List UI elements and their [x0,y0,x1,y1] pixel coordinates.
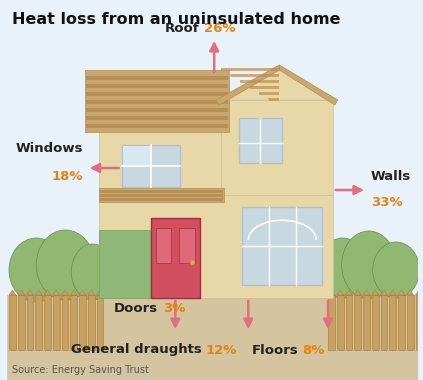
Text: Source: Energy Saving Trust: Source: Energy Saving Trust [12,365,149,375]
Polygon shape [88,290,95,295]
Text: 33%: 33% [371,196,402,209]
Polygon shape [279,65,338,105]
Polygon shape [221,68,338,100]
Bar [221,100,333,195]
Bar [99,195,333,298]
Ellipse shape [71,244,114,300]
Text: General draughts: General draughts [71,344,202,356]
Bar [179,228,195,263]
Text: Doors: Doors [114,301,158,315]
Polygon shape [328,290,335,295]
Bar [79,295,86,350]
Polygon shape [337,290,343,295]
Text: 3%: 3% [163,301,185,315]
Bar [389,295,396,350]
Polygon shape [35,290,42,295]
Bar [239,118,282,163]
Polygon shape [346,290,352,295]
Polygon shape [268,98,279,101]
Polygon shape [9,290,16,295]
Ellipse shape [9,238,63,302]
Polygon shape [44,290,51,295]
Bar [86,84,228,88]
Polygon shape [53,290,60,295]
Bar [96,295,103,350]
Text: Walls: Walls [371,170,411,183]
Bar [86,108,228,112]
Bar [354,295,361,350]
Bar [381,295,387,350]
Polygon shape [18,290,25,295]
Bar [86,100,228,104]
Bar [328,295,335,350]
Text: Roof: Roof [165,22,200,35]
Bar [7,295,418,380]
Bar [35,295,42,350]
Bar [123,146,150,165]
Polygon shape [79,290,86,295]
Ellipse shape [342,231,396,299]
Text: 18%: 18% [52,170,83,183]
Polygon shape [231,74,279,77]
Text: Windows: Windows [15,142,83,155]
Bar [415,295,422,350]
Bar [363,295,370,350]
Text: Heat loss from an uninsulated home: Heat loss from an uninsulated home [12,12,341,27]
Polygon shape [372,290,379,295]
Bar [398,295,405,350]
Polygon shape [27,290,33,295]
Bar [18,295,25,350]
Bar [346,295,352,350]
Bar [86,92,228,96]
Text: Floors: Floors [252,344,299,356]
Polygon shape [61,290,69,295]
Bar [86,116,228,120]
Bar [53,295,60,350]
Bar [99,130,221,195]
Polygon shape [363,290,370,295]
Text: 26%: 26% [203,22,235,35]
Bar [85,70,229,132]
Polygon shape [407,290,414,295]
Bar [61,295,69,350]
Polygon shape [221,68,279,71]
Ellipse shape [36,230,95,300]
Polygon shape [70,290,77,295]
Polygon shape [398,290,405,295]
Polygon shape [216,65,279,105]
Bar [86,124,228,128]
Text: 12%: 12% [206,344,237,356]
Bar [156,228,171,263]
Bar [88,295,95,350]
Bar [100,198,223,201]
Polygon shape [415,290,422,295]
Bar [242,207,322,285]
Bar [70,295,77,350]
Bar [99,188,224,202]
Ellipse shape [373,242,420,298]
Bar [100,194,223,196]
Bar [86,76,228,80]
Polygon shape [240,80,279,83]
Bar [372,295,379,350]
Bar [151,218,200,298]
Bar [99,230,150,298]
Bar [100,190,223,193]
Bar [27,295,33,350]
Bar [337,295,343,350]
Bar [407,295,414,350]
Bar [122,145,180,187]
Polygon shape [96,290,103,295]
Polygon shape [259,92,279,95]
Text: 8%: 8% [303,344,325,356]
Polygon shape [354,290,361,295]
Polygon shape [249,86,279,89]
Polygon shape [389,290,396,295]
Bar [44,295,51,350]
Polygon shape [381,290,387,295]
Ellipse shape [318,238,367,298]
Bar [9,295,16,350]
